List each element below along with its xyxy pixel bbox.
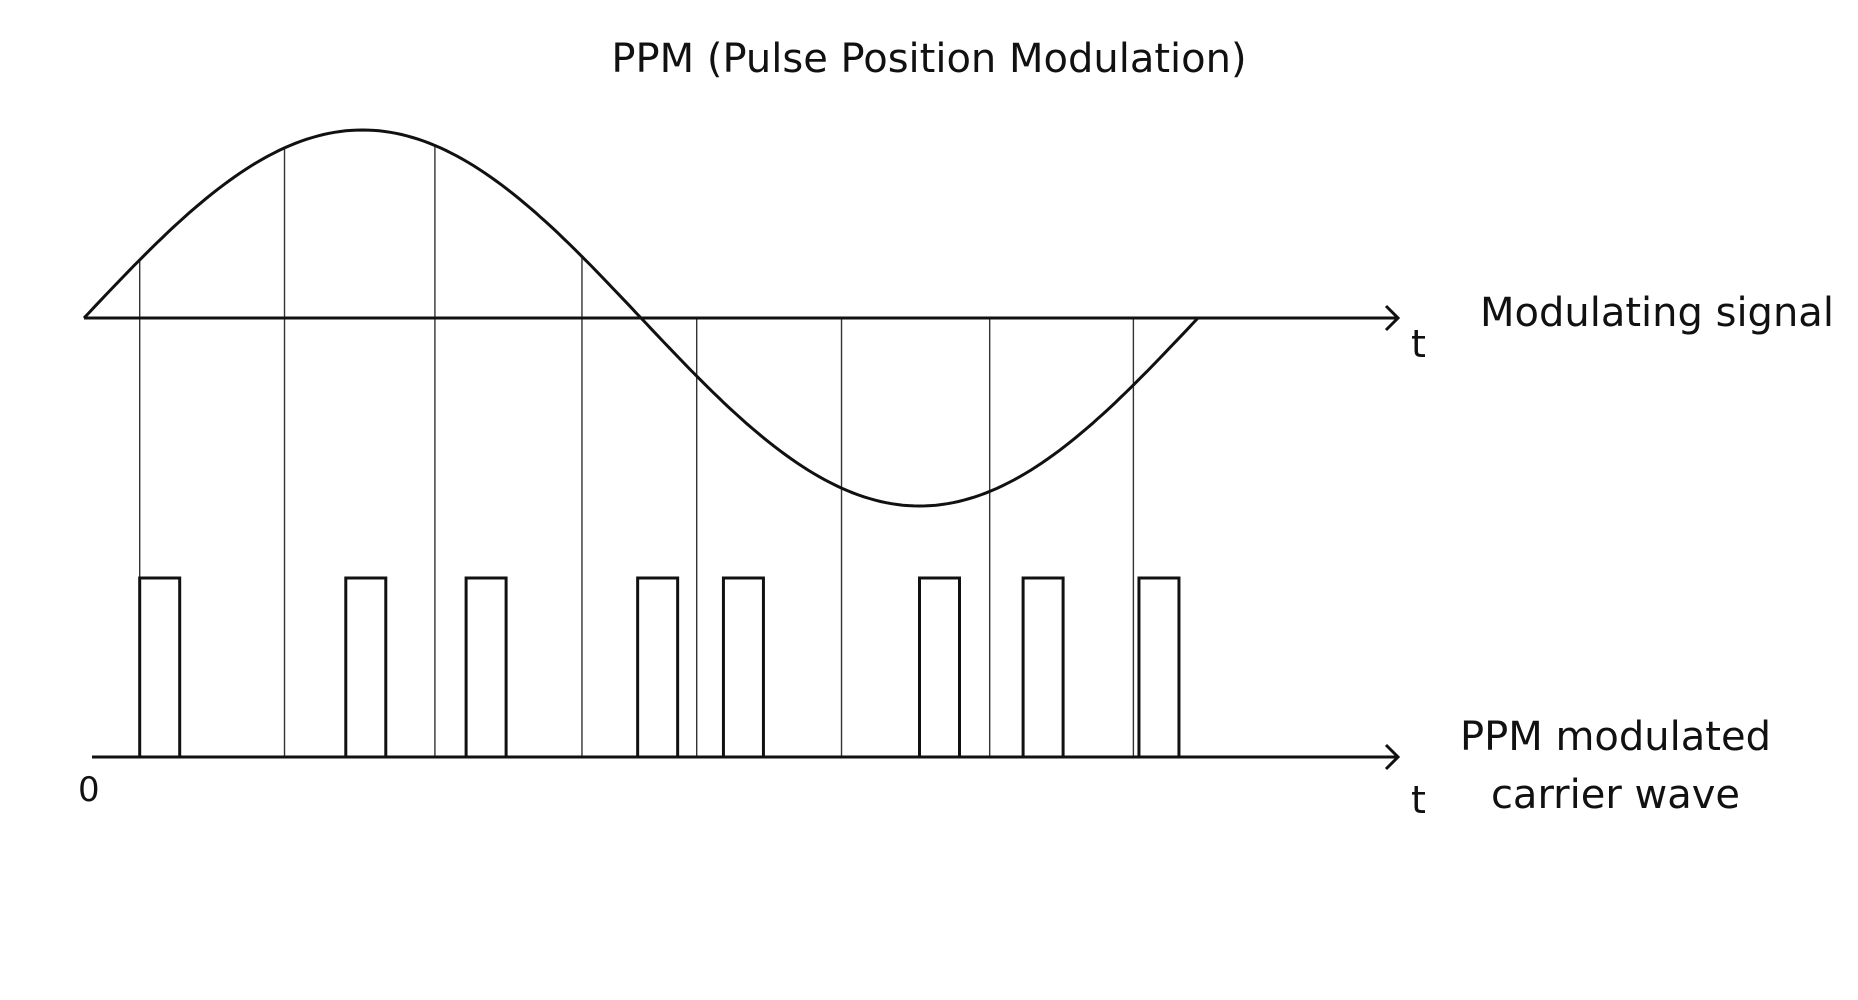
carrier-axis-label: t [1411, 778, 1426, 822]
ppm-carrier-label-line2: carrier wave [1490, 772, 1741, 818]
ppm-pulse [1137, 576, 1181, 757]
carrier-axis-arrowhead [1384, 743, 1401, 771]
diagram-title: PPM (Pulse Position Modulation) [611, 36, 1247, 82]
modulating-signal-label: Modulating signal [1480, 290, 1834, 336]
ppm-pulse [138, 576, 182, 757]
ppm-pulse [721, 576, 765, 757]
signal-axis-label: t [1411, 322, 1426, 366]
ppm-carrier-label-line1: PPM modulated [1460, 714, 1771, 760]
ppm-pulse-train [138, 576, 1181, 757]
ppm-pulse [1021, 576, 1065, 757]
origin-label: 0 [78, 770, 100, 810]
ppm-carrier-label: PPM modulated carrier wave [1460, 708, 1771, 824]
ppm-pulse [344, 576, 388, 757]
signal-axis-arrowhead [1384, 304, 1401, 332]
sample-guide-lines [138, 145, 1135, 757]
ppm-pulse [636, 576, 680, 757]
ppm-pulse [918, 576, 961, 757]
ppm-pulse [464, 576, 508, 757]
